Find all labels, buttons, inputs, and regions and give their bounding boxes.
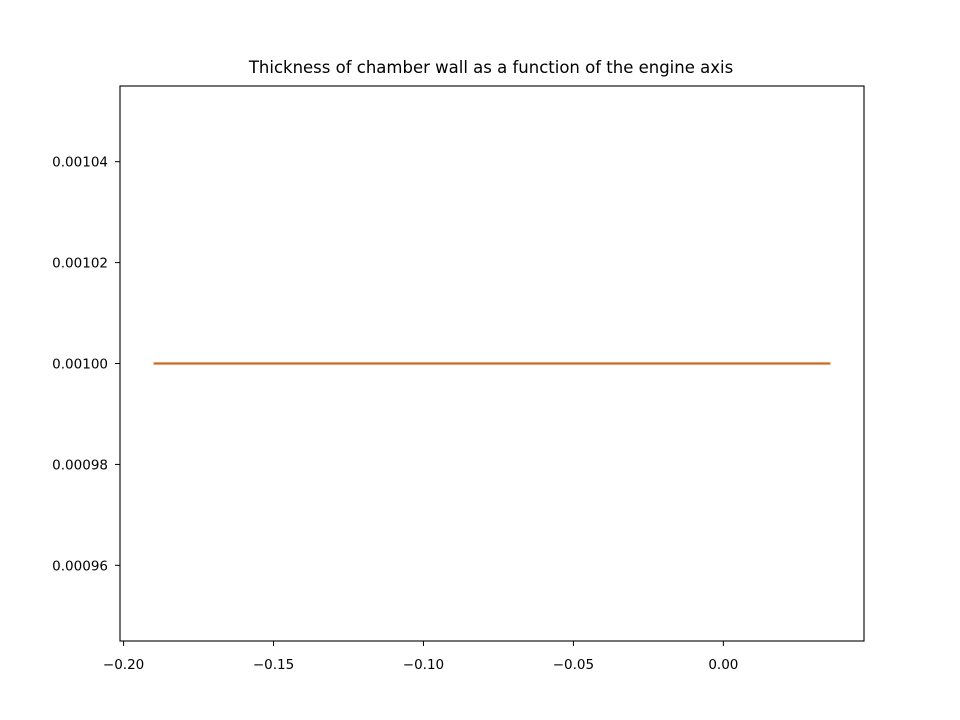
y-tick-label: 0.00104 bbox=[52, 155, 108, 171]
chart-title: Thickness of chamber wall as a function … bbox=[248, 58, 733, 77]
x-tick-label: −0.05 bbox=[553, 657, 594, 673]
y-tick-label: 0.00098 bbox=[52, 457, 108, 473]
y-tick-label: 0.00100 bbox=[52, 357, 108, 373]
x-tick-label: −0.20 bbox=[103, 657, 144, 673]
axes-layer: −0.20 −0.15 −0.10 −0.05 0.00 0.00096 0.00098 0.… bbox=[52, 155, 738, 673]
plot-area-frame bbox=[119, 85, 865, 642]
x-tick-label: −0.10 bbox=[403, 657, 444, 673]
x-tick-label: 0.00 bbox=[708, 657, 738, 673]
y-tick-label: 0.00096 bbox=[52, 558, 108, 574]
y-tick-label: 0.00102 bbox=[52, 256, 108, 272]
x-tick-label: −0.15 bbox=[253, 657, 294, 673]
